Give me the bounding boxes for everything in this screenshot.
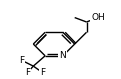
Text: OH: OH — [91, 13, 105, 22]
Text: F: F — [40, 68, 45, 77]
Text: N: N — [60, 51, 66, 60]
Text: F: F — [25, 68, 30, 77]
Text: F: F — [19, 56, 24, 65]
